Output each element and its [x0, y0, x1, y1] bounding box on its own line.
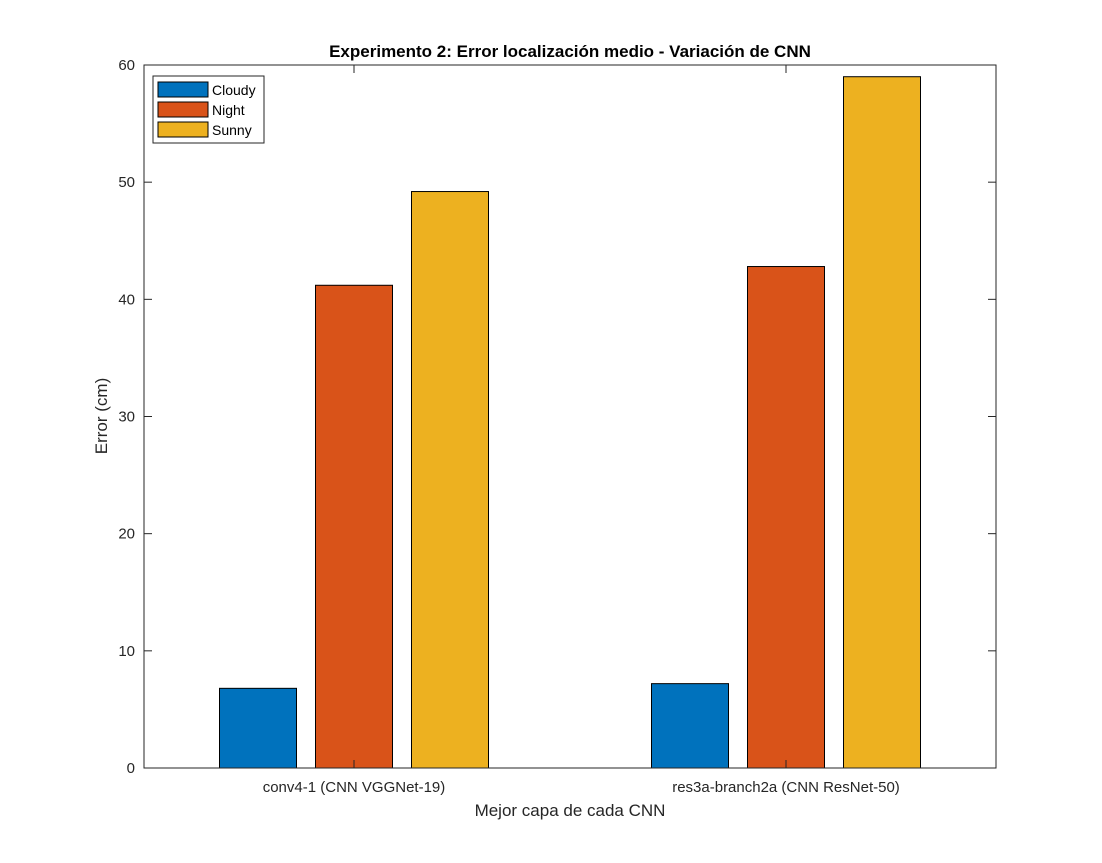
legend-swatch-sunny: [157, 121, 209, 138]
y-tick-label: 20: [118, 526, 135, 543]
y-axis-title: Error (cm): [92, 378, 111, 454]
bar-cloudy-2: [651, 683, 729, 769]
legend-swatch-cloudy: [157, 81, 209, 98]
x-tick-label: conv4-1 (CNN VGGNet-19): [263, 779, 446, 796]
y-tick-label: 40: [118, 291, 135, 308]
bars-layer: [219, 76, 921, 769]
legend-swatch-night: [157, 101, 209, 118]
chart-title: Experimento 2: Error localización medio …: [329, 42, 811, 61]
x-axis-title: Mejor capa de cada CNN: [475, 801, 666, 820]
y-tick-label: 50: [118, 174, 135, 191]
y-tick-label: 0: [127, 760, 135, 777]
x-tick-label: res3a-branch2a (CNN ResNet-50): [672, 779, 900, 796]
bar-cloudy-1: [219, 687, 297, 769]
legend: Cloudy Night Sunny: [152, 75, 265, 144]
plot-area: 0 10 20 30 40 50 60 conv4-1 (CNN VGGNet-19) res3…: [118, 57, 997, 796]
bar-sunny-1: [411, 191, 489, 769]
y-tick-label: 30: [118, 409, 135, 426]
y-tick-label: 10: [118, 643, 135, 660]
legend-label-sunny: Sunny: [212, 122, 252, 138]
legend-label-night: Night: [212, 102, 245, 118]
bar-night-2: [747, 266, 825, 769]
legend-label-cloudy: Cloudy: [212, 82, 256, 98]
bar-sunny-2: [843, 76, 921, 769]
bar-night-1: [315, 284, 393, 769]
y-tick-label: 60: [118, 57, 135, 74]
ticks-layer: 0 10 20 30 40 50 60 conv4-1 (CNN VGGNet-19) res3…: [118, 57, 996, 796]
